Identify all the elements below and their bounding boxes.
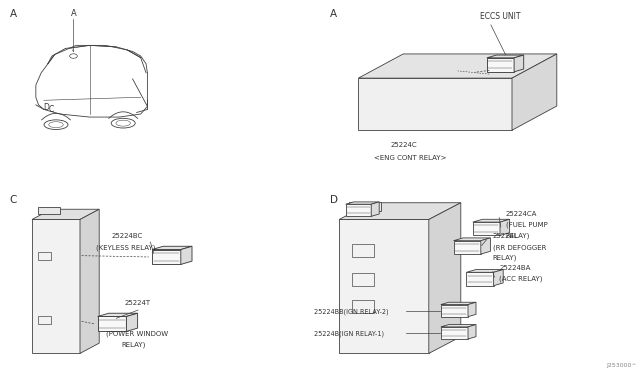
Bar — [38, 252, 51, 260]
Text: (ACC RELAY): (ACC RELAY) — [499, 276, 543, 282]
Polygon shape — [429, 203, 461, 353]
Polygon shape — [441, 324, 476, 327]
Text: (FUEL PUMP: (FUEL PUMP — [506, 222, 547, 228]
Polygon shape — [358, 54, 557, 78]
Polygon shape — [473, 222, 500, 235]
Polygon shape — [500, 219, 509, 235]
Text: A: A — [330, 9, 337, 19]
Polygon shape — [467, 272, 493, 286]
Polygon shape — [454, 241, 481, 254]
Polygon shape — [512, 54, 557, 130]
Polygon shape — [349, 202, 381, 211]
Text: ECCS UNIT: ECCS UNIT — [480, 12, 520, 20]
Polygon shape — [339, 203, 461, 219]
Polygon shape — [371, 202, 379, 217]
Polygon shape — [346, 202, 379, 204]
Polygon shape — [127, 313, 138, 331]
Bar — [352, 273, 374, 286]
Text: D: D — [44, 103, 49, 112]
Text: D: D — [330, 195, 338, 205]
Text: J253000^: J253000^ — [606, 363, 637, 368]
Text: C: C — [10, 195, 17, 205]
Text: A: A — [10, 9, 17, 19]
Polygon shape — [32, 219, 80, 353]
Polygon shape — [441, 305, 468, 317]
Polygon shape — [487, 58, 514, 72]
Bar — [352, 244, 374, 257]
Polygon shape — [514, 55, 524, 72]
Text: RELAY): RELAY) — [122, 341, 146, 348]
Text: (RR DEFOGGER: (RR DEFOGGER — [493, 244, 546, 251]
Polygon shape — [441, 302, 476, 305]
Text: 25224T: 25224T — [125, 300, 151, 306]
Polygon shape — [487, 55, 524, 58]
Polygon shape — [339, 219, 429, 353]
Bar — [38, 317, 51, 324]
Text: A: A — [70, 9, 76, 17]
Polygon shape — [97, 313, 138, 317]
Polygon shape — [468, 302, 476, 317]
Text: (KEYLESS RELAY): (KEYLESS RELAY) — [96, 244, 156, 251]
Polygon shape — [152, 246, 192, 250]
Bar — [352, 300, 374, 313]
Text: C: C — [49, 105, 54, 114]
Polygon shape — [468, 324, 476, 339]
Text: RELAY): RELAY) — [506, 232, 530, 239]
Text: 25224CA: 25224CA — [506, 211, 537, 217]
Text: 25224B(IGN RELAY-1): 25224B(IGN RELAY-1) — [314, 331, 383, 337]
Polygon shape — [358, 78, 512, 130]
Polygon shape — [493, 269, 503, 286]
Text: RELAY): RELAY) — [493, 254, 517, 261]
Polygon shape — [152, 250, 181, 264]
Polygon shape — [80, 209, 99, 353]
Text: 25224BA: 25224BA — [499, 265, 531, 271]
Polygon shape — [441, 327, 468, 339]
Text: 25224BB(IGN RELAY-2): 25224BB(IGN RELAY-2) — [314, 308, 388, 315]
Text: <ENG CONT RELAY>: <ENG CONT RELAY> — [374, 155, 447, 161]
Polygon shape — [346, 204, 371, 217]
Polygon shape — [454, 238, 490, 241]
Polygon shape — [97, 317, 127, 331]
Polygon shape — [473, 219, 509, 222]
Polygon shape — [181, 246, 192, 264]
Text: 25224C: 25224C — [390, 142, 417, 148]
Polygon shape — [32, 209, 99, 219]
Polygon shape — [38, 207, 60, 214]
Text: 25224L: 25224L — [493, 233, 518, 239]
Text: (POWER WINDOW: (POWER WINDOW — [106, 330, 168, 337]
Polygon shape — [481, 238, 490, 254]
Polygon shape — [467, 269, 503, 272]
Text: 25224BC: 25224BC — [112, 233, 143, 239]
